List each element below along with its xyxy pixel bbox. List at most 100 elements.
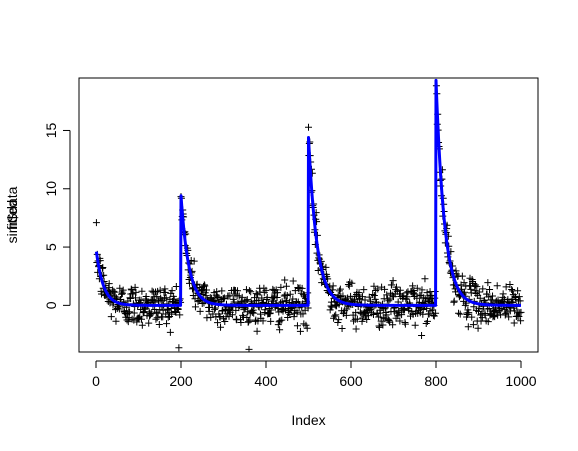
data-point	[336, 287, 344, 295]
data-point	[296, 327, 304, 335]
data-point	[370, 292, 378, 300]
data-point	[148, 310, 156, 318]
data-point	[475, 288, 483, 296]
data-point	[516, 297, 524, 305]
data-point	[152, 315, 160, 323]
data-point	[298, 284, 306, 292]
data-point	[465, 309, 473, 317]
data-point	[472, 281, 480, 289]
data-point	[350, 317, 358, 325]
data-point	[112, 317, 120, 325]
data-point	[424, 317, 431, 325]
data-point	[217, 323, 225, 331]
data-point	[190, 257, 198, 265]
data-point	[511, 307, 519, 315]
data-point	[493, 282, 501, 290]
data-point	[206, 294, 214, 302]
data-point	[418, 332, 426, 340]
data-point	[155, 321, 163, 329]
data-point	[119, 286, 127, 294]
data-point	[153, 293, 161, 301]
data-point	[118, 290, 126, 298]
data-point	[476, 294, 484, 302]
data-point	[191, 295, 199, 303]
data-point	[225, 312, 233, 320]
data-point	[401, 305, 409, 313]
data-point	[506, 281, 514, 289]
data-point	[473, 283, 481, 291]
data-point	[276, 326, 284, 334]
data-point	[411, 321, 419, 329]
data-point	[134, 314, 142, 322]
data-point	[330, 312, 338, 320]
data-point	[137, 315, 145, 323]
data-point	[237, 319, 245, 327]
data-point	[111, 292, 119, 300]
x-tick-label: 0	[92, 373, 100, 389]
data-point	[401, 320, 409, 328]
data-point	[299, 310, 307, 318]
data-point	[168, 287, 176, 295]
data-point	[242, 286, 250, 294]
data-point	[342, 311, 350, 319]
data-point	[374, 285, 382, 293]
data-point	[242, 296, 250, 304]
data-point	[379, 314, 387, 322]
data-point	[392, 283, 400, 291]
data-point	[388, 291, 396, 299]
data-point	[246, 316, 254, 324]
data-point	[335, 316, 343, 324]
data-point	[469, 321, 477, 329]
data-point	[385, 297, 393, 305]
data-point	[409, 282, 417, 290]
data-point	[281, 276, 289, 284]
data-point	[425, 310, 433, 318]
data-point	[508, 285, 516, 293]
data-point	[484, 318, 492, 326]
x-tick-label: 200	[169, 373, 193, 389]
data-point	[464, 323, 472, 331]
data-point	[175, 344, 183, 352]
data-point	[403, 293, 411, 301]
data-point	[388, 281, 396, 289]
data-point	[262, 286, 270, 294]
data-point	[353, 315, 361, 323]
data-point	[475, 304, 483, 312]
data-point	[153, 314, 161, 322]
data-point	[517, 308, 525, 316]
fitted-lines	[94, 78, 523, 307]
y-axis-label-data: sim$data	[4, 186, 20, 243]
data-point	[427, 307, 435, 315]
data-point	[289, 277, 297, 285]
data-point	[421, 275, 429, 283]
data-point	[474, 324, 482, 332]
data-point	[138, 287, 146, 295]
data-point	[303, 324, 311, 332]
data-point	[92, 219, 100, 227]
data-point	[194, 298, 202, 306]
data-point	[455, 309, 463, 317]
data-point	[426, 292, 434, 300]
data-point	[396, 317, 404, 325]
data-points	[92, 82, 525, 352]
data-point	[411, 290, 419, 298]
x-tick-label: 600	[339, 373, 363, 389]
data-point	[293, 322, 301, 330]
data-point	[138, 321, 146, 329]
data-point	[363, 315, 371, 323]
data-point	[267, 317, 275, 325]
data-point	[282, 282, 290, 290]
data-point	[334, 319, 342, 327]
data-point	[273, 289, 281, 297]
y-tick-label: 0	[43, 301, 59, 309]
data-point	[129, 290, 137, 298]
data-point	[196, 307, 204, 315]
data-point	[214, 319, 222, 327]
x-axis-label: Index	[291, 412, 325, 428]
data-point	[484, 279, 492, 287]
data-point	[104, 298, 112, 306]
data-point	[250, 309, 258, 317]
data-point	[277, 283, 285, 291]
data-point	[220, 294, 228, 302]
